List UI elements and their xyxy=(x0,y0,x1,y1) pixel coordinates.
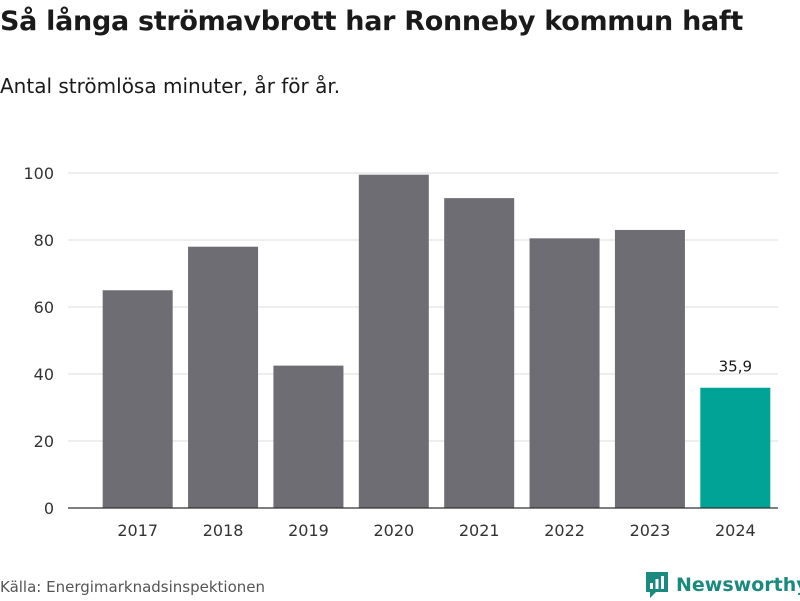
brand-logo[interactable]: Newsworthy xyxy=(644,569,800,601)
x-tick-label: 2023 xyxy=(630,521,671,540)
source-note: Källa: Energimarknadsinspektionen xyxy=(0,578,266,596)
data-label: 35,9 xyxy=(719,358,752,376)
y-tick-label: 60 xyxy=(34,298,54,317)
y-axis-ticks: 0 20 40 60 80 100 xyxy=(23,164,54,518)
y-tick-label: 0 xyxy=(44,499,54,518)
y-tick-label: 100 xyxy=(23,164,54,183)
bar-2019 xyxy=(273,365,344,508)
x-tick-label: 2021 xyxy=(459,521,500,540)
bar-2021 xyxy=(444,198,515,508)
newsworthy-logo-icon xyxy=(646,572,668,598)
bar-2018 xyxy=(188,246,259,508)
data-labels: 35,9 xyxy=(719,358,752,376)
bar-2020 xyxy=(358,174,429,509)
x-axis-ticks: 2017 2018 2019 2020 2021 2022 2023 2024 xyxy=(117,521,755,540)
bar-chart: 0 20 40 60 80 100 2017 2018 2019 2020 2021 2022 202… xyxy=(23,164,778,540)
bar-2024 xyxy=(700,387,771,508)
x-tick-label: 2020 xyxy=(373,521,414,540)
x-tick-label: 2017 xyxy=(117,521,158,540)
x-tick-label: 2024 xyxy=(715,521,756,540)
y-tick-label: 20 xyxy=(34,432,54,451)
bars xyxy=(102,174,771,509)
chart-subtitle: Antal strömlösa minuter, år för år. xyxy=(0,74,341,98)
x-tick-label: 2018 xyxy=(203,521,244,540)
brand-name: Newsworthy xyxy=(676,574,800,596)
x-tick-label: 2022 xyxy=(544,521,585,540)
y-tick-label: 80 xyxy=(34,231,54,250)
bar-2023 xyxy=(614,229,685,508)
chart-title: Så långa strömavbrott har Ronneby kommun… xyxy=(0,6,743,37)
x-tick-label: 2019 xyxy=(288,521,329,540)
bar-2022 xyxy=(529,238,600,508)
y-tick-label: 40 xyxy=(34,365,54,384)
bar-2017 xyxy=(102,290,173,508)
